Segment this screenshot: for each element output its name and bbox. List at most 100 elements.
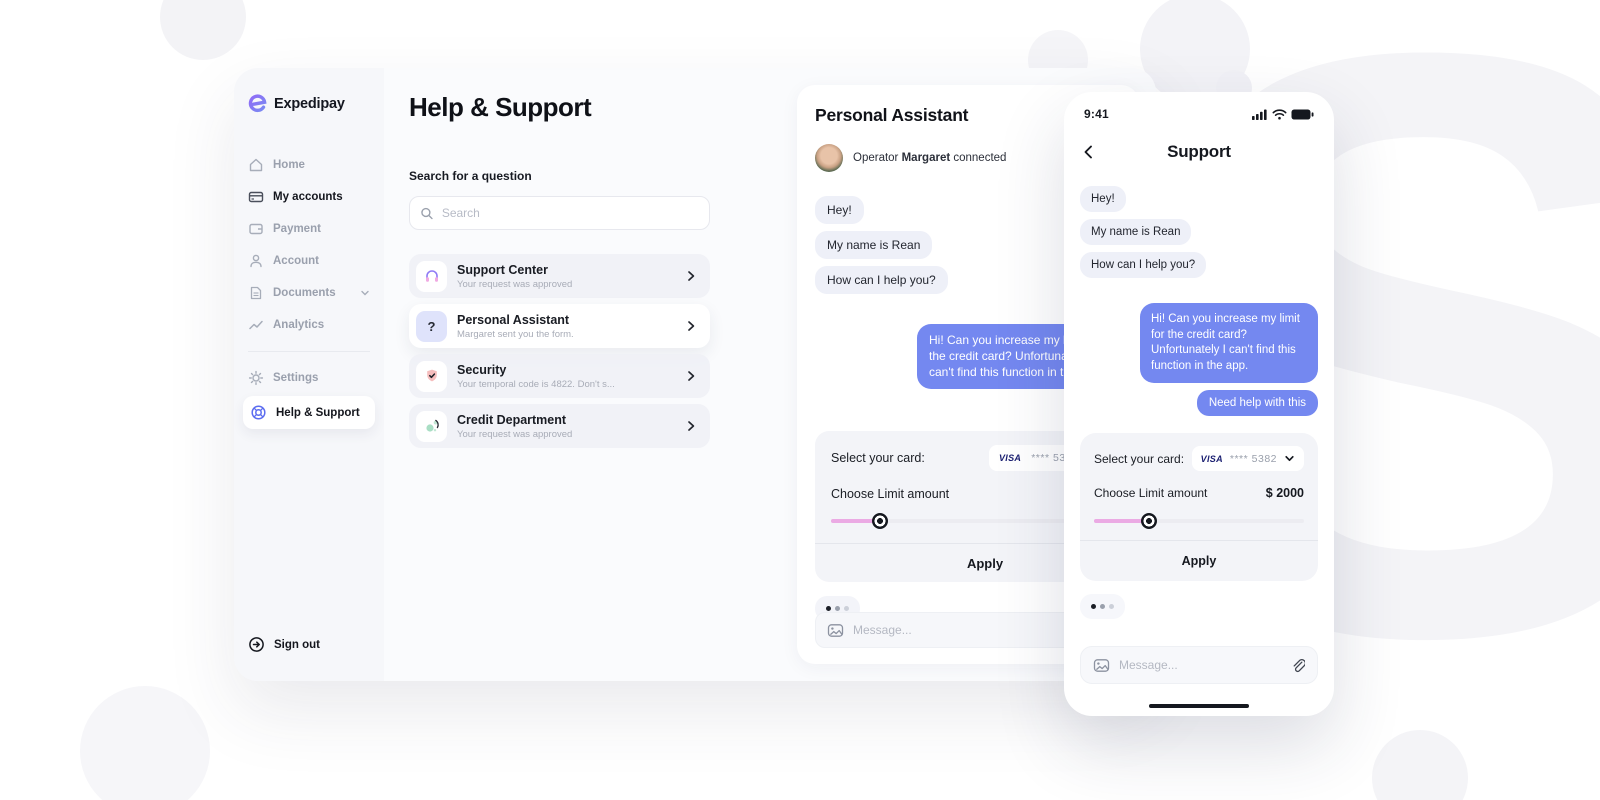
chat-bubble-out: Hi! Can you increase my limit for the cr… — [1140, 303, 1318, 384]
battery-icon — [1291, 109, 1314, 119]
shield-check-icon — [416, 360, 447, 392]
sidebar-item-label: Settings — [273, 372, 319, 384]
operator-name: Margaret — [901, 152, 951, 164]
limit-slider[interactable] — [831, 513, 1139, 530]
apply-button[interactable]: Apply — [966, 555, 1004, 571]
page-title: Help & Support — [409, 92, 592, 122]
cellular-signal-icon — [1252, 109, 1267, 120]
image-attach-icon[interactable] — [1093, 657, 1110, 674]
chat-bubble-in: My name is Rean — [815, 231, 933, 259]
search-icon — [421, 207, 433, 219]
phone-statusbar: 9:41 — [1080, 106, 1318, 122]
background-circle — [1140, 0, 1250, 104]
back-button[interactable] — [1082, 142, 1102, 162]
limit-slider[interactable] — [1094, 513, 1304, 530]
logo: Expedipay — [234, 94, 384, 113]
chevron-right-icon[interactable] — [684, 419, 698, 433]
sidebar-item-label: Help & Support — [276, 406, 360, 419]
sidebar-item-home[interactable]: Home — [234, 149, 384, 181]
credit-card-icon — [248, 191, 264, 203]
person-icon — [250, 254, 262, 268]
background-circle — [160, 0, 246, 60]
app-window: Expedipay Home My accounts Payment Accou… — [234, 68, 1156, 681]
search-section-label: Search for a question — [409, 169, 532, 183]
home-icon — [249, 158, 263, 172]
home-indicator[interactable] — [1149, 704, 1249, 708]
sidebar-item-help-support[interactable]: Help & Support — [243, 396, 375, 429]
limit-label: Choose Limit amount — [1094, 486, 1208, 501]
topic-title: Support Center — [457, 262, 548, 277]
sign-out-icon — [249, 637, 264, 652]
topic-subtitle: Margaret sent you the form. — [457, 328, 574, 340]
chevron-right-icon[interactable] — [684, 269, 698, 283]
card-mask: **** 5382 — [1229, 452, 1277, 465]
topic-subtitle: Your request was approved — [457, 428, 573, 440]
topic-title: Personal Assistant — [457, 312, 570, 327]
phone-incoming-messages: Hey! My name is Rean How can I help you? — [1080, 186, 1318, 278]
operator-row: Operator Margaret connected — [815, 144, 1121, 172]
sidebar-item-account[interactable]: Account — [234, 245, 384, 277]
chat-bubble-in: My name is Rean — [1080, 219, 1192, 245]
image-attach-icon[interactable] — [827, 622, 844, 639]
sidebar-item-my-accounts[interactable]: My accounts — [234, 181, 384, 213]
phone-nav: Support — [1080, 140, 1318, 164]
typing-indicator — [1080, 594, 1125, 620]
phone-mockup: 9:41 Support Hey! My name is Rean How ca… — [1064, 92, 1334, 716]
wallet-icon — [249, 223, 263, 235]
message-input[interactable] — [853, 623, 1109, 637]
phone-message-input[interactable] — [1119, 658, 1281, 672]
topic-row-credit-department[interactable]: Credit Department Your request was appro… — [409, 404, 710, 448]
phone-message-input-box[interactable] — [1080, 646, 1318, 684]
chat-bubble-in: How can I help you? — [1080, 252, 1207, 278]
slider-knob[interactable] — [872, 513, 889, 530]
main-content: Help & Support Search for a question Sup… — [384, 68, 714, 681]
phone-outgoing-messages: Hi! Can you increase my limit for the cr… — [1080, 303, 1318, 417]
sidebar-divider — [248, 351, 370, 352]
wifi-icon — [1272, 108, 1287, 119]
chevron-right-icon[interactable] — [684, 369, 698, 383]
form-divider — [1080, 540, 1318, 542]
chevron-down-icon[interactable] — [360, 288, 370, 298]
sidebar-item-documents[interactable]: Documents — [234, 277, 384, 309]
analytics-icon — [249, 320, 263, 330]
topic-list: Support Center Your request was approved… — [409, 254, 710, 448]
expedipay-logo-icon — [248, 94, 267, 113]
sign-out-label: Sign out — [274, 638, 320, 651]
question-bubble-icon: ? — [416, 310, 447, 342]
headset-icon — [416, 260, 447, 292]
paperclip-icon[interactable] — [1290, 657, 1305, 673]
search-input[interactable] — [441, 206, 699, 220]
visa-logo: VISA — [1200, 453, 1223, 464]
logo-text: Expedipay — [274, 95, 345, 112]
topic-subtitle: Your request was approved — [457, 278, 573, 290]
sidebar-item-label: Home — [273, 159, 305, 171]
topic-row-support-center[interactable]: Support Center Your request was approved — [409, 254, 710, 298]
topic-row-personal-assistant[interactable]: ? Personal Assistant Margaret sent you t… — [409, 304, 710, 348]
search-box[interactable] — [409, 196, 710, 230]
topic-subtitle: Your temporal code is 4822. Don't s... — [457, 378, 615, 390]
background-circle — [80, 686, 210, 800]
chevron-right-icon[interactable] — [684, 319, 698, 333]
sidebar-item-label: Documents — [273, 287, 336, 299]
sidebar-item-analytics[interactable]: Analytics — [234, 309, 384, 341]
credit-bubbles-icon — [416, 410, 447, 442]
chat-bubble-in: Hey! — [1080, 186, 1126, 212]
slider-knob[interactable] — [1140, 513, 1157, 530]
chevron-down-icon — [1285, 456, 1294, 462]
sidebar-item-payment[interactable]: Payment — [234, 213, 384, 245]
topic-row-security[interactable]: Security Your temporal code is 4822. Don… — [409, 354, 710, 398]
gear-icon — [248, 370, 264, 386]
topic-title: Credit Department — [457, 412, 567, 427]
sidebar-item-label: Account — [273, 255, 319, 267]
sidebar-item-settings[interactable]: Settings — [234, 362, 384, 394]
topic-title: Security — [457, 362, 507, 377]
card-select[interactable]: VISA **** 5382 — [1191, 446, 1304, 472]
sign-out-button[interactable]: Sign out — [234, 628, 384, 661]
apply-button[interactable]: Apply — [1181, 554, 1217, 569]
phone-limit-form: Select your card: VISA **** 5382 Choose … — [1080, 433, 1318, 582]
chat-bubble-in: Hey! — [815, 196, 864, 224]
sidebar: Expedipay Home My accounts Payment Accou… — [234, 68, 384, 681]
document-icon — [250, 286, 262, 300]
operator-status: Operator Margaret connected — [853, 152, 1007, 164]
visa-logo: VISA — [999, 453, 1022, 464]
